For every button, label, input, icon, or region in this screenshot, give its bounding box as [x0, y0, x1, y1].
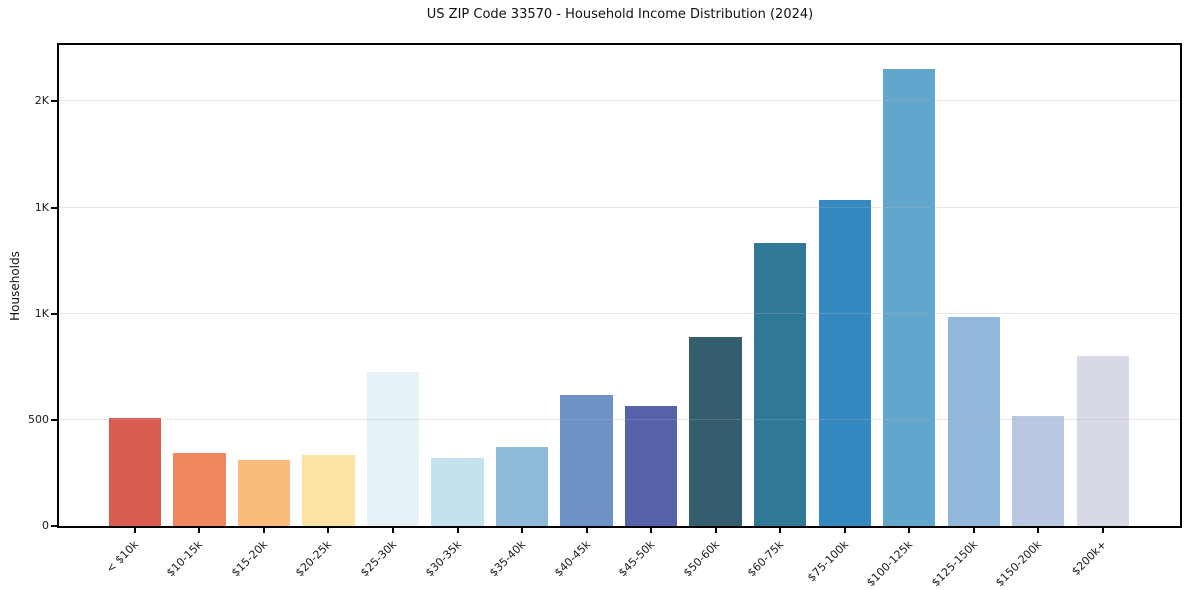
x-tick-label: $40-45k — [551, 538, 593, 580]
x-tick-label: $30-35k — [422, 538, 464, 580]
x-tick-label: $60-75k — [745, 538, 787, 580]
x-tick-mark — [456, 527, 459, 533]
x-tick-label: $150-200k — [993, 538, 1045, 590]
x-tick-label: $25-30k — [357, 538, 400, 580]
y-tick-label: 0 — [42, 519, 49, 532]
x-tick-mark — [327, 527, 330, 533]
bar — [302, 454, 355, 526]
x-tick-mark — [391, 527, 394, 533]
x-tick-mark — [262, 527, 265, 533]
bar — [947, 316, 1000, 526]
bar — [624, 406, 678, 526]
x-tick-mark — [1101, 527, 1104, 533]
x-tick-label: $15-20k — [228, 538, 271, 580]
x-tick-mark — [133, 527, 136, 533]
y-tick-mark — [51, 525, 57, 527]
x-tick-label: $125-150k — [928, 538, 980, 590]
x-tick-label: $50-60k — [680, 538, 722, 580]
y-tick-mark — [51, 312, 57, 315]
gridline — [59, 100, 1180, 102]
bar — [237, 460, 291, 526]
x-tick-mark — [972, 527, 975, 533]
x-tick-label: $75-100k — [804, 538, 851, 585]
bar — [108, 417, 161, 526]
plot-area — [57, 43, 1182, 528]
x-tick-mark — [843, 527, 846, 533]
bar — [754, 242, 807, 526]
x-tick-label: $20-25k — [293, 538, 335, 580]
y-tick-mark — [51, 100, 57, 103]
bar — [495, 447, 549, 526]
y-tick-label: 1K — [34, 306, 49, 320]
chart-title: US ZIP Code 33570 - Household Income Dis… — [426, 7, 814, 22]
y-tick-mark — [51, 206, 57, 209]
bar — [560, 395, 613, 526]
bar — [1012, 415, 1065, 526]
x-tick-mark — [650, 527, 653, 533]
y-tick-label: 500 — [28, 412, 49, 426]
x-tick-mark — [714, 527, 717, 533]
y-tick-label: 1K — [34, 200, 49, 214]
bar — [173, 452, 226, 526]
x-tick-mark — [198, 527, 201, 533]
x-tick-mark — [585, 527, 588, 533]
bar — [883, 68, 936, 526]
x-tick-label: $100-125k — [864, 538, 916, 590]
x-tick-label: $10-15k — [164, 538, 206, 580]
bar — [431, 458, 484, 526]
y-tick-mark — [51, 418, 57, 421]
y-tick-label: 2K — [34, 94, 49, 108]
x-tick-mark — [779, 527, 782, 533]
bar — [366, 372, 420, 526]
x-tick-mark — [521, 527, 524, 533]
bar — [689, 337, 742, 526]
x-tick-label: $200k+ — [1068, 538, 1109, 579]
x-tick-mark — [1037, 527, 1040, 533]
x-tick-mark — [908, 527, 911, 533]
x-tick-label: < $10k — [103, 538, 142, 576]
x-tick-label: $35-40k — [486, 538, 529, 580]
bar — [818, 200, 871, 526]
bar — [1076, 356, 1129, 526]
x-tick-label: $45-50k — [616, 538, 658, 580]
gridline — [59, 312, 1180, 314]
gridline — [59, 206, 1180, 208]
